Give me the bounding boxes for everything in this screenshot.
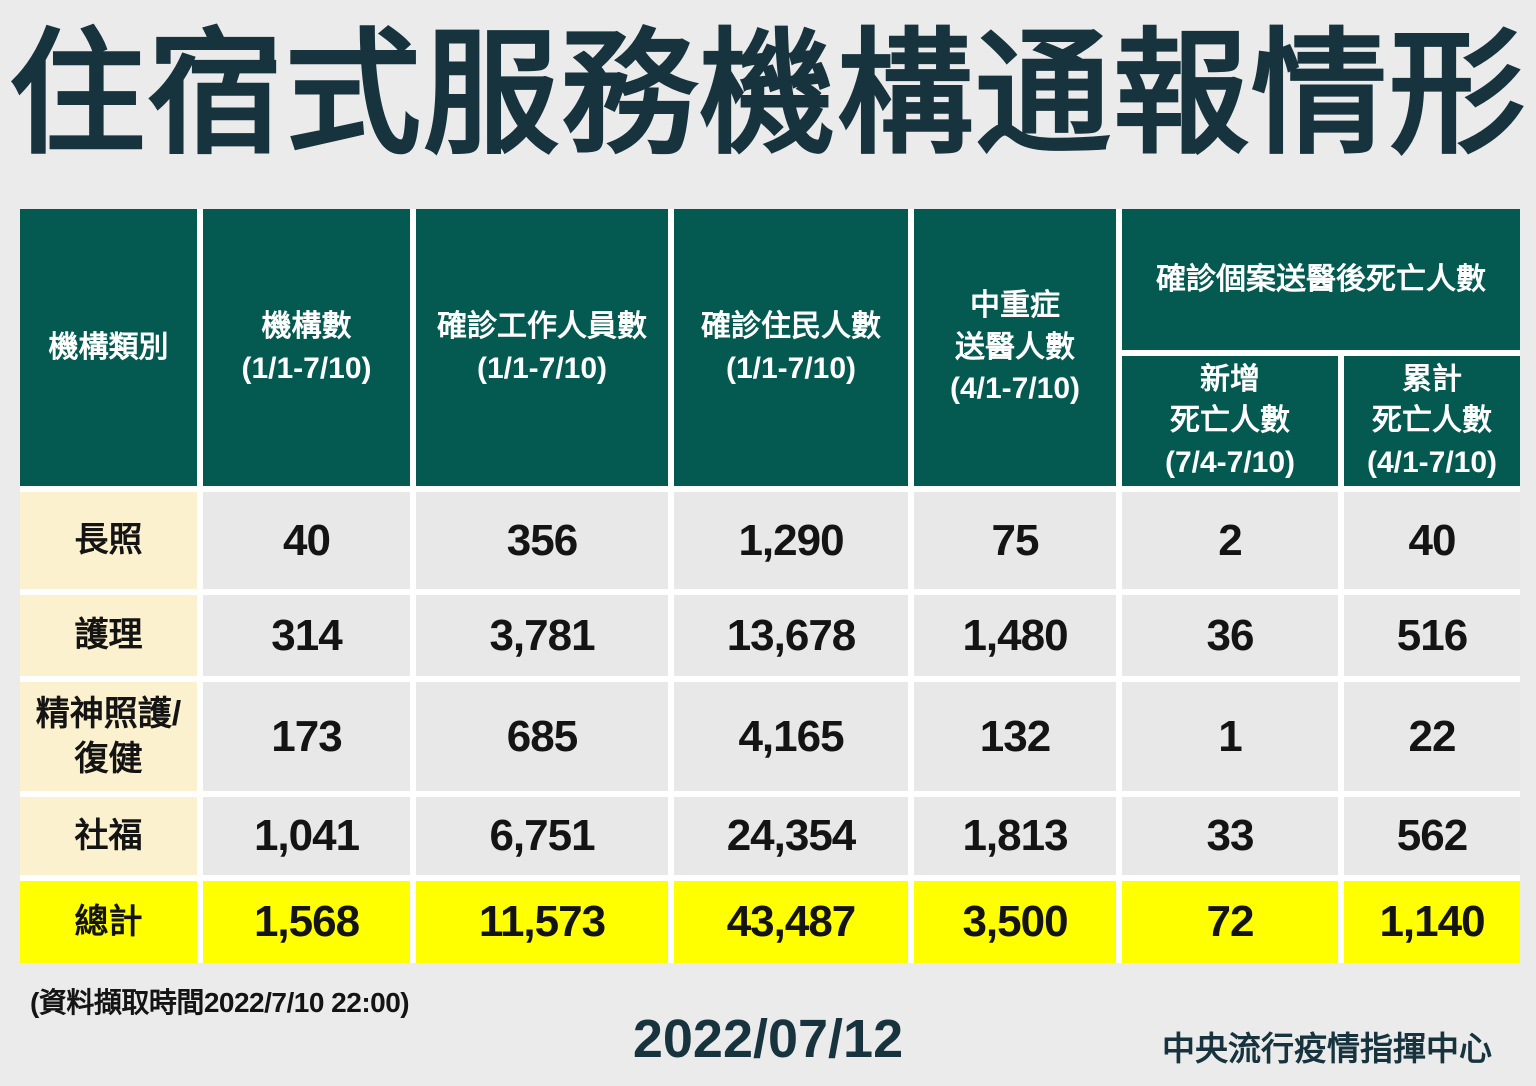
data-cell: 132 <box>914 682 1116 791</box>
column-group-header-deaths: 確診個案送醫後死亡人數 <box>1122 209 1520 350</box>
column-header-severe-hospitalized: 中重症 送醫人數 (4/1-7/10) <box>914 209 1116 486</box>
row-category: 社福 <box>20 797 197 875</box>
column-header-institution-count: 機構數 (1/1-7/10) <box>203 209 410 486</box>
data-cell: 6,751 <box>416 797 668 875</box>
data-cell: 1,290 <box>674 492 908 589</box>
data-cell: 40 <box>203 492 410 589</box>
total-cell: 72 <box>1122 881 1338 963</box>
data-cell: 356 <box>416 492 668 589</box>
column-header-period: (1/1-7/10) <box>476 351 608 385</box>
row-category: 精神照護/ 復健 <box>20 682 197 791</box>
column-header-label: 確診住民人數 <box>701 310 881 344</box>
total-cell: 11,573 <box>416 881 668 963</box>
data-cell: 516 <box>1344 595 1520 676</box>
data-cell: 1,813 <box>914 797 1116 875</box>
column-header-label: 機構數 <box>261 310 352 344</box>
data-cell: 562 <box>1344 797 1520 875</box>
column-header-period: (1/1-7/10) <box>725 351 857 385</box>
data-cell: 36 <box>1122 595 1338 676</box>
column-header-label: 中重症 送醫人數 <box>955 289 1075 364</box>
data-cell: 24,354 <box>674 797 908 875</box>
column-header-period: (1/1-7/10) <box>241 351 372 385</box>
column-header-new-deaths: 新增 死亡人數 (7/4-7/10) <box>1122 356 1338 486</box>
data-capture-note: (資料擷取時間2022/7/10 22:00) <box>30 987 410 1018</box>
data-cell: 2 <box>1122 492 1338 589</box>
data-cell: 1 <box>1122 682 1338 791</box>
column-header-cumulative-deaths: 累計 死亡人數 (4/1-7/10) <box>1344 356 1520 486</box>
total-row-category: 總計 <box>20 881 197 963</box>
total-cell: 1,140 <box>1344 881 1520 963</box>
column-header-confirmed-staff: 確診工作人員數 (1/1-7/10) <box>416 209 668 486</box>
report-date: 2022/07/12 <box>632 1009 904 1069</box>
data-cell: 685 <box>416 682 668 791</box>
column-header-confirmed-residents: 確診住民人數 (1/1-7/10) <box>674 209 908 486</box>
total-cell: 1,568 <box>203 881 410 963</box>
data-cell: 40 <box>1344 492 1520 589</box>
column-header-label: 累計 死亡人數 <box>1372 362 1492 438</box>
data-cell: 173 <box>203 682 410 791</box>
data-cell: 4,165 <box>674 682 908 791</box>
row-category: 長照 <box>20 492 197 589</box>
column-header-label: 新增 死亡人數 <box>1170 362 1290 438</box>
data-cell: 1,480 <box>914 595 1116 676</box>
page-title: 住宿式服務機構通報情形 <box>9 18 1527 170</box>
data-cell: 75 <box>914 492 1116 589</box>
row-category: 護理 <box>20 595 197 676</box>
column-header-category: 機構類別 <box>20 209 197 486</box>
column-header-period: (4/1-7/10) <box>1366 445 1498 479</box>
column-header-period: (4/1-7/10) <box>949 372 1081 406</box>
source-organization: 中央流行疫情指揮中心 <box>1162 1030 1492 1067</box>
data-cell: 1,041 <box>203 797 410 875</box>
data-cell: 33 <box>1122 797 1338 875</box>
total-cell: 3,500 <box>914 881 1116 963</box>
data-cell: 13,678 <box>674 595 908 676</box>
column-header-label: 確診工作人員數 <box>437 310 647 344</box>
data-cell: 22 <box>1344 682 1520 791</box>
column-header-period: (7/4-7/10) <box>1164 445 1296 479</box>
data-cell: 314 <box>203 595 410 676</box>
report-table: 機構類別 機構數 (1/1-7/10) 確診工作人員數 (1/1-7/10) 確… <box>20 209 1520 963</box>
total-cell: 43,487 <box>674 881 908 963</box>
data-cell: 3,781 <box>416 595 668 676</box>
